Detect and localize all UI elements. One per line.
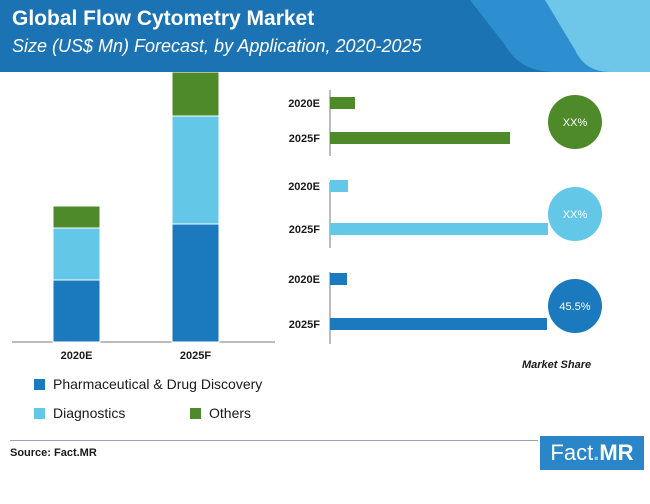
hbar-tick-label: 2025F xyxy=(289,319,320,331)
share-bubble xyxy=(548,279,602,333)
chart-subtitle: Size (US$ Mn) Forecast, by Application, … xyxy=(12,36,422,56)
bar-pharmaceutical-2025F xyxy=(171,223,220,343)
logo-dot: . xyxy=(593,440,600,465)
hbar-pharmaceutical-2020E xyxy=(330,273,347,285)
legend-swatch-diagnostics xyxy=(34,407,45,419)
market-share-label: Market Share xyxy=(522,359,592,371)
hbar-tick-label: 2025F xyxy=(289,224,320,236)
hbar-tick-label: 2025F xyxy=(289,133,320,145)
x-tick-label: 2020E xyxy=(61,350,93,362)
hbar-others-2025F xyxy=(330,132,510,144)
source-note: Source: Fact.MR xyxy=(10,447,97,459)
legend-label-others: Others xyxy=(209,405,252,421)
legend-label-pharma: Pharmaceutical & Drug Discovery xyxy=(53,376,263,392)
share-label: XX% xyxy=(563,117,588,129)
hbar-tick-label: 2020E xyxy=(288,98,320,110)
hbar-others-2020E xyxy=(330,97,355,109)
share-label: 45.5% xyxy=(559,301,590,313)
header-background xyxy=(0,0,650,72)
legend-label-diagnostics: Diagnostics xyxy=(53,405,126,421)
legend-swatch-others xyxy=(190,407,201,419)
share-bubble xyxy=(548,187,602,241)
legend-item-pharma: Pharmaceutical & Drug Discovery xyxy=(34,376,262,392)
chart-area: 2020E 2025F 2020E2025FXX%2020E2025FXX%202… xyxy=(12,72,602,362)
legend-item-diagnostics: Diagnostics xyxy=(34,405,125,421)
bar-pharmaceutical-2020E xyxy=(52,279,101,343)
legend-swatch-pharma xyxy=(34,378,45,390)
share-bubble xyxy=(548,95,602,149)
hbar-tick-label: 2020E xyxy=(288,274,320,286)
logo-mr: MR xyxy=(599,440,634,465)
hbar-tick-label: 2020E xyxy=(288,181,320,193)
stacked-bar-chart: 2020E 2025F xyxy=(12,72,275,362)
hbar-diagnostics-2020E xyxy=(330,180,348,192)
bar-diagnostics-2025F xyxy=(171,115,220,225)
horizontal-bar-chart: 2020E 2025F XX% 2020E 2025F XX% 2020E 2025F 45.5… xyxy=(288,90,602,344)
hbar-diagnostics-2025F xyxy=(330,223,548,235)
footer-divider xyxy=(10,440,538,441)
x-tick-label: 2025F xyxy=(180,350,211,362)
bar-others-2020E xyxy=(52,205,101,229)
share-label: XX% xyxy=(563,209,588,221)
chart-title: Global Flow Cytometry Market xyxy=(12,7,315,30)
bar-others-2025F xyxy=(171,72,220,117)
header-decor-light xyxy=(545,0,650,72)
factmr-logo: Fact. MR xyxy=(540,436,644,470)
logo-text: Fact xyxy=(550,440,594,465)
hbar-pharmaceutical-2025F xyxy=(330,318,547,330)
legend-item-others: Others xyxy=(190,405,251,421)
header-banner: Global Flow Cytometry Market Size (US$ M… xyxy=(0,0,650,72)
bar-diagnostics-2020E xyxy=(52,227,101,281)
